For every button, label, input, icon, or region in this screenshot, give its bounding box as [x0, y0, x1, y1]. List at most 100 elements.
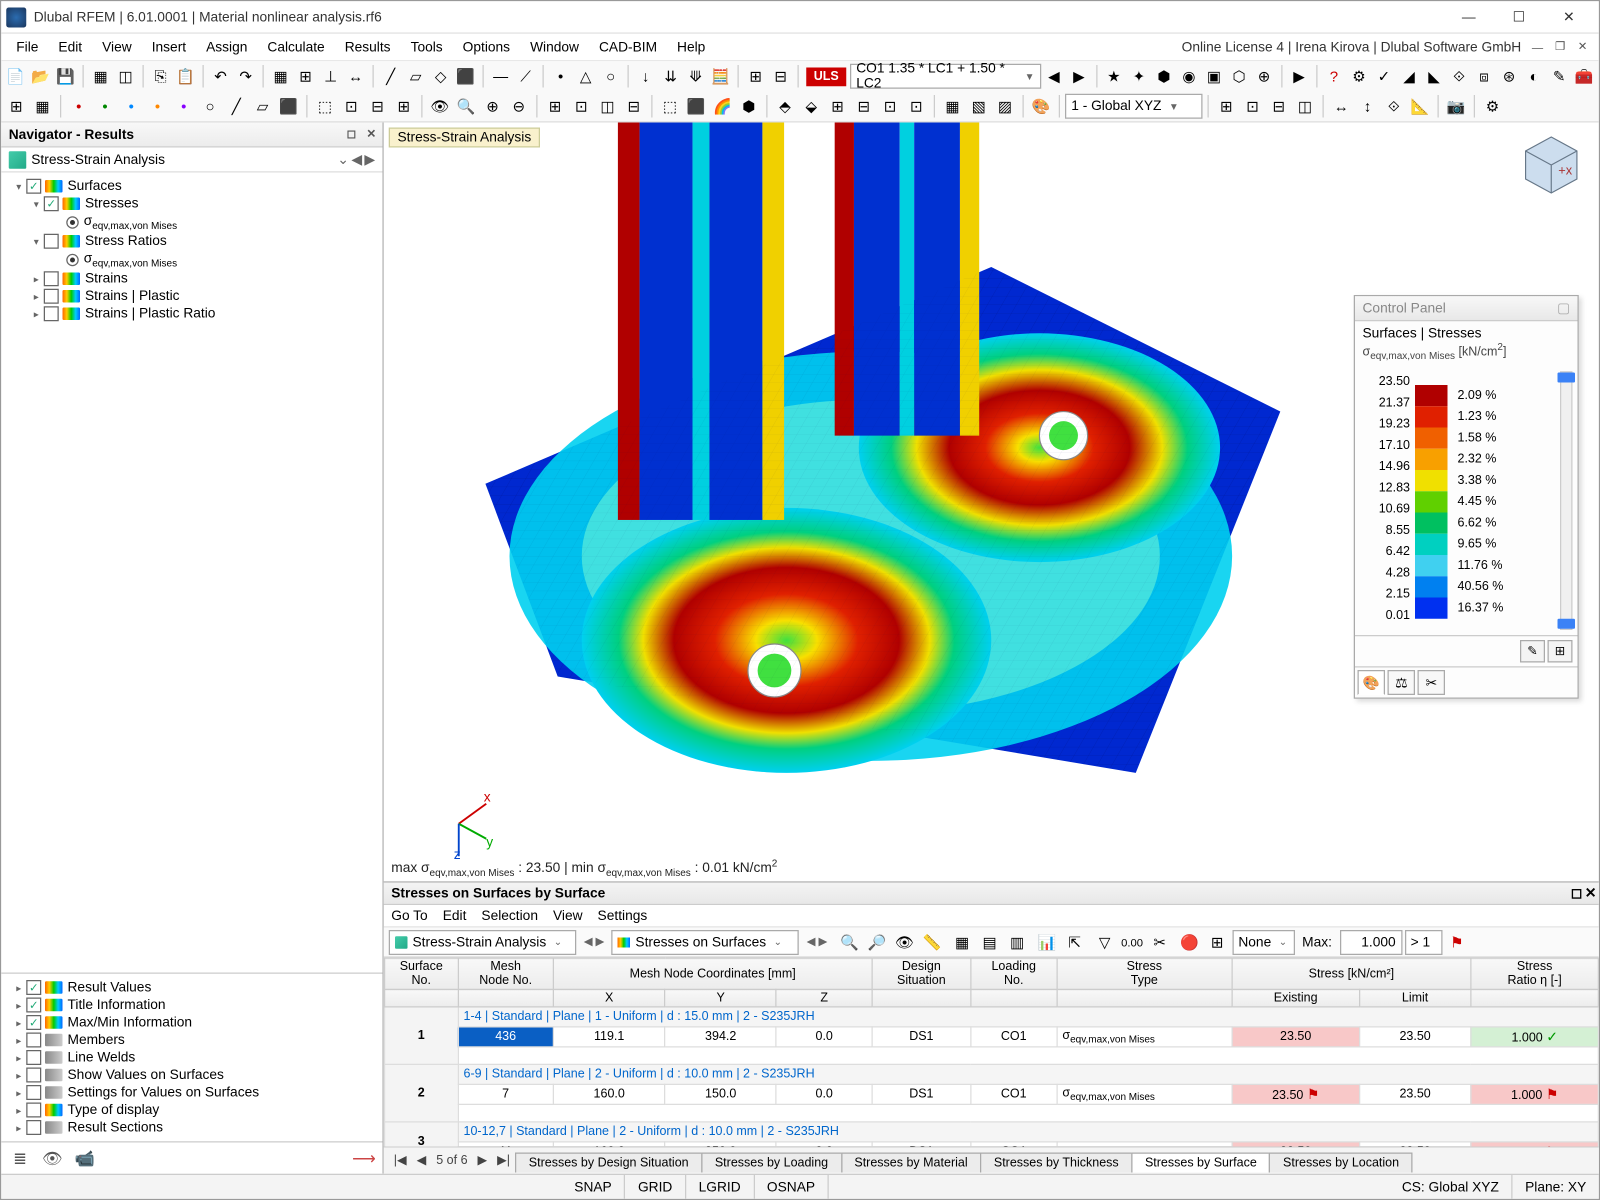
rt-chart-icon[interactable]: 📊	[1035, 929, 1060, 954]
rt-ruler-icon[interactable]: 📏	[920, 929, 945, 954]
r3-icon[interactable]: ⬢	[1152, 64, 1176, 89]
results-table[interactable]: SurfaceNo.MeshNode No.Mesh Node Coordina…	[384, 958, 1599, 1147]
node-blue-icon[interactable]: •	[119, 94, 144, 119]
menu-tools[interactable]: Tools	[401, 37, 453, 57]
sel2-icon[interactable]: ⊡	[339, 94, 364, 119]
vnode-icon[interactable]: ○	[198, 94, 223, 119]
cp-tab-colors[interactable]: 🎨	[1358, 670, 1386, 695]
legend-settings-icon[interactable]: ⊞	[1548, 640, 1573, 663]
nav-close-icon[interactable]: ✕	[363, 125, 381, 143]
anim-icon[interactable]: ▶	[1287, 64, 1311, 89]
tree-item[interactable]: ▸Strains | Plastic Ratio	[4, 305, 380, 323]
menu-cad-bim[interactable]: CAD-BIM	[589, 37, 667, 57]
rt-group-icon[interactable]: ⊞	[1205, 929, 1230, 954]
node-red-icon[interactable]: •	[66, 94, 91, 119]
surface-icon[interactable]: ▱	[404, 64, 428, 89]
xz-icon[interactable]: ⊟	[851, 94, 876, 119]
prev-load-icon[interactable]: ◀	[1042, 64, 1066, 89]
tool2-icon[interactable]: ◣	[1422, 64, 1446, 89]
rt-zoom-icon[interactable]: 🔍	[837, 929, 862, 954]
tool3-icon[interactable]: ⟐	[1447, 64, 1471, 89]
w4-icon[interactable]: ⊟	[621, 94, 646, 119]
tree-item[interactable]: σeqv,max,von Mises	[4, 213, 380, 233]
mdi-close[interactable]: ✕	[1571, 36, 1594, 59]
check-icon[interactable]: ✓	[1372, 64, 1396, 89]
r4-icon[interactable]: ◉	[1177, 64, 1201, 89]
fit-icon[interactable]: ⊡	[904, 94, 929, 119]
maximize-button[interactable]: ☐	[1494, 1, 1544, 34]
rt-filter-icon[interactable]: ▽	[1092, 929, 1117, 954]
vis1-icon[interactable]: 👁	[428, 94, 453, 119]
cfg-icon[interactable]: ⚙	[1480, 94, 1505, 119]
results-analysis-combo[interactable]: Stress-Strain Analysis⌄	[389, 929, 577, 954]
load-combo[interactable]: CO1 1.35 * LC1 + 1.50 * LC2▼	[850, 64, 1041, 89]
block-icon[interactable]: ▦	[89, 64, 113, 89]
tool8-icon[interactable]: 🧰	[1572, 64, 1596, 89]
vis4-icon[interactable]: ⊖	[506, 94, 531, 119]
nav-results-tab-icon[interactable]: ⟶	[353, 1148, 376, 1168]
mdi-minimize[interactable]: —	[1526, 36, 1549, 59]
navigator-tree[interactable]: ▾Surfaces▾Stressesσeqv,max,von Mises▾Str…	[1, 173, 382, 973]
coord-combo[interactable]: 1 - Global XYZ▼	[1065, 94, 1203, 119]
load3-icon[interactable]: ⟱	[684, 64, 708, 89]
vis3-icon[interactable]: ⊕	[480, 94, 505, 119]
open-icon[interactable]: 📂	[29, 64, 53, 89]
addon-icon[interactable]: ⚙	[1347, 64, 1371, 89]
vline-icon[interactable]: ╱	[224, 94, 249, 119]
copy-icon[interactable]: ⎘	[149, 64, 173, 89]
w1-icon[interactable]: ⊞	[543, 94, 568, 119]
sel3-icon[interactable]: ⊟	[365, 94, 390, 119]
dim1-icon[interactable]: ↔	[1329, 94, 1354, 119]
mesh2-icon[interactable]: ▧	[966, 94, 991, 119]
dim4-icon[interactable]: 📐	[1408, 94, 1433, 119]
node-icon[interactable]: •	[549, 64, 573, 89]
line-icon[interactable]: —	[489, 64, 513, 89]
r5-icon[interactable]: ▣	[1202, 64, 1226, 89]
results-pin-icon[interactable]: ◻	[1571, 885, 1582, 901]
option-item[interactable]: ▸Show Values on Surfaces	[4, 1066, 380, 1084]
persp-icon[interactable]: ⬘	[773, 94, 798, 119]
wp4-icon[interactable]: ◫	[1293, 94, 1318, 119]
rt-zero-icon[interactable]: 0.00	[1120, 929, 1145, 954]
rmenu-go-to[interactable]: Go To	[391, 908, 427, 923]
wp2-icon[interactable]: ⊡	[1240, 94, 1265, 119]
vnav-icon[interactable]: ⊞	[4, 94, 29, 119]
w2-icon[interactable]: ⊡	[569, 94, 594, 119]
tree-item[interactable]: ▾Stresses	[4, 195, 380, 213]
results-tab[interactable]: Stresses by Surface	[1131, 1152, 1270, 1172]
dim2-icon[interactable]: ↕	[1355, 94, 1380, 119]
status-osnap[interactable]: OSNAP	[754, 1175, 828, 1199]
view2-icon[interactable]: ⊟	[769, 64, 793, 89]
results-tab[interactable]: Stresses by Design Situation	[515, 1152, 702, 1172]
mdi-restore[interactable]: ❐	[1549, 36, 1572, 59]
grid-icon[interactable]: ▦	[269, 64, 293, 89]
control-panel[interactable]: Control Panel ▢ Surfaces | Stresses σeqv…	[1354, 295, 1579, 699]
rt-table2-icon[interactable]: ▤	[977, 929, 1002, 954]
snap-icon[interactable]: ⊞	[294, 64, 318, 89]
viewport-3d[interactable]: Stress-Strain Analysis +x x y z max σeqv…	[384, 123, 1599, 882]
tree-item[interactable]: ▾Surfaces	[4, 178, 380, 196]
option-item[interactable]: ▸Result Sections	[4, 1119, 380, 1137]
mesh3-icon[interactable]: ▨	[993, 94, 1018, 119]
disp-iso-icon[interactable]: 🌈	[710, 94, 735, 119]
menu-insert[interactable]: Insert	[142, 37, 196, 57]
wp1-icon[interactable]: ⊞	[1214, 94, 1239, 119]
results-close-icon[interactable]: ✕	[1585, 885, 1597, 901]
menu-calculate[interactable]: Calculate	[257, 37, 334, 57]
menu-options[interactable]: Options	[453, 37, 520, 57]
nav-data-tab-icon[interactable]: ≣	[9, 1148, 32, 1168]
node-orange-icon[interactable]: •	[145, 94, 170, 119]
menu-help[interactable]: Help	[667, 37, 715, 57]
r7-icon[interactable]: ⊕	[1252, 64, 1276, 89]
rt-tool-icon[interactable]: ✂	[1147, 929, 1172, 954]
rt-find-icon[interactable]: 🔎	[865, 929, 890, 954]
vsolid-icon[interactable]: ⬛	[276, 94, 301, 119]
rt-warn-icon[interactable]: ⚑	[1444, 929, 1469, 954]
rt-first-icon[interactable]: |◀	[389, 1154, 412, 1168]
rt-gt-combo[interactable]: > 1	[1404, 929, 1442, 954]
tool7-icon[interactable]: ✎	[1547, 64, 1571, 89]
results-type-combo[interactable]: Stresses on Surfaces⌄	[612, 929, 800, 954]
option-item[interactable]: ▸Result Values	[4, 979, 380, 997]
dim3-icon[interactable]: ⟐	[1381, 94, 1406, 119]
option-item[interactable]: ▸Max/Min Information	[4, 1014, 380, 1032]
